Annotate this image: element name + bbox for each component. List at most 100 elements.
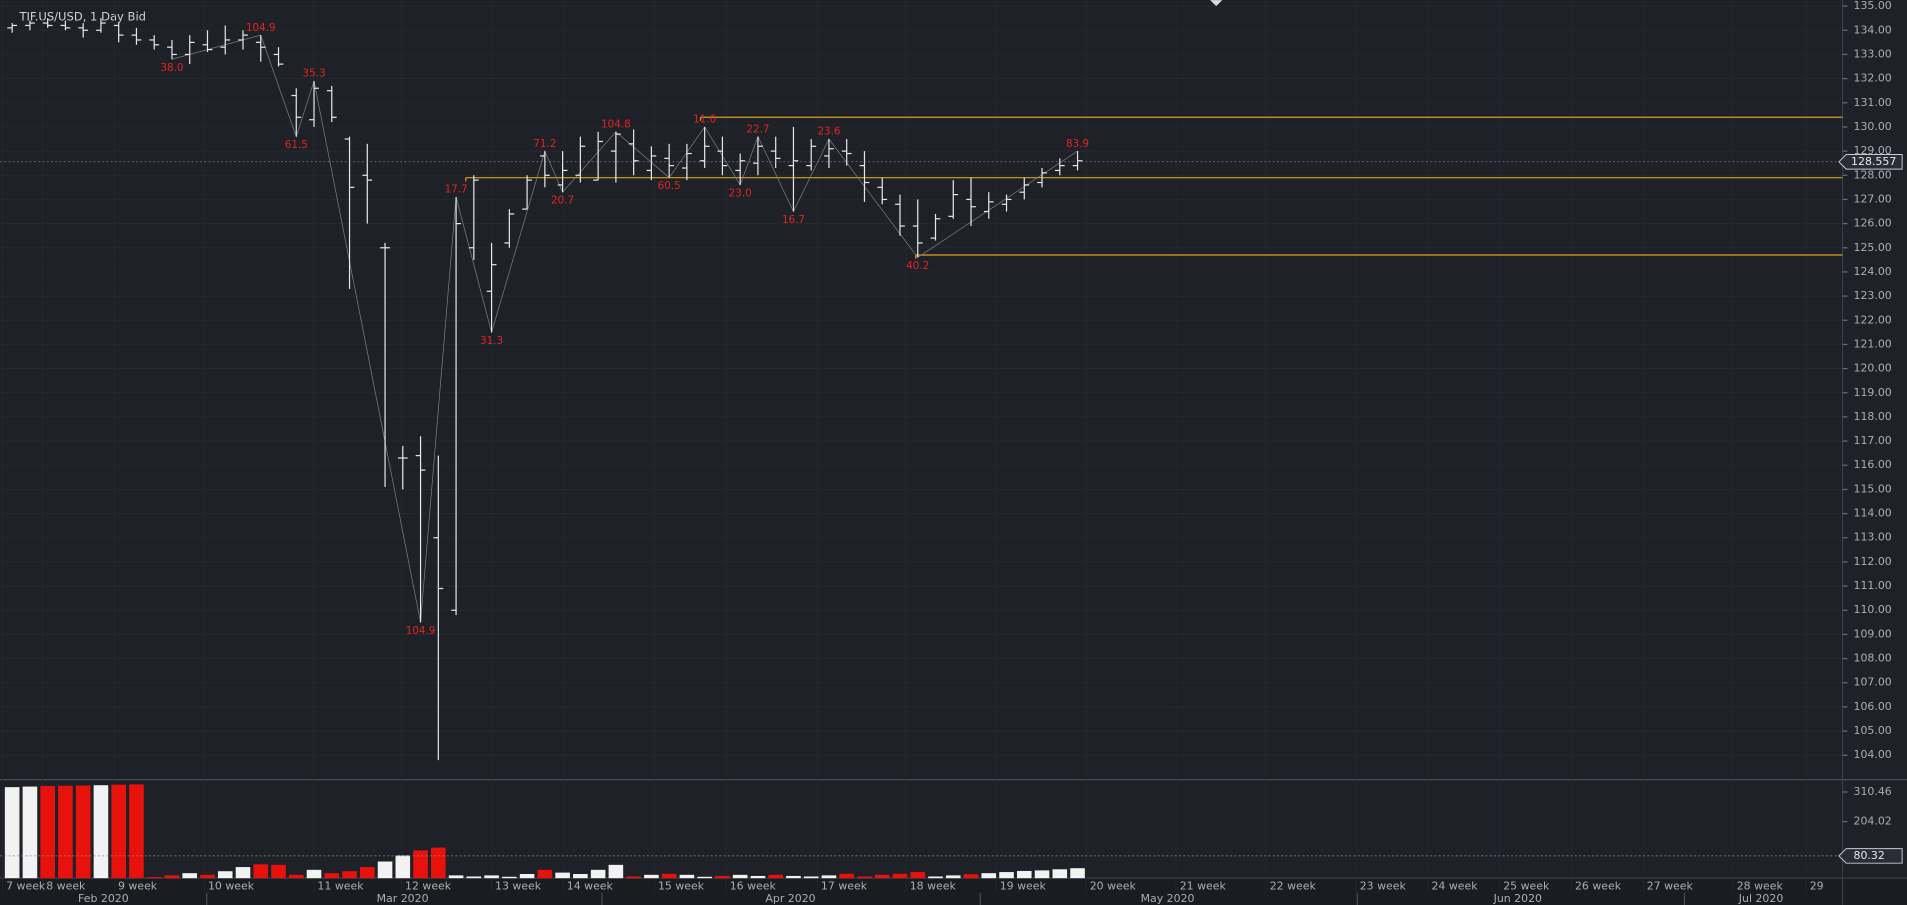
y-tick-label: 130.00 <box>1853 120 1891 133</box>
volume-bar <box>821 875 837 879</box>
volume-bar <box>359 867 375 879</box>
week-label: 16 week <box>730 880 777 893</box>
month-label: Jun 2020 <box>1493 892 1542 905</box>
y-tick-label: 127.00 <box>1853 192 1891 205</box>
volume-bar <box>1016 870 1032 879</box>
bar-label: 40.2 <box>906 260 929 272</box>
bar-label: 22.7 <box>746 123 769 135</box>
week-label: 18 week <box>910 880 957 893</box>
y-tick-label: 118.00 <box>1853 410 1891 423</box>
volume-bar <box>182 873 198 879</box>
y-tick-label: 114.00 <box>1853 507 1891 520</box>
volume-bar <box>253 864 269 879</box>
month-label: Mar 2020 <box>377 892 429 905</box>
volume-bar <box>146 877 162 879</box>
volume-bar <box>484 875 499 879</box>
y-tick-label: 131.00 <box>1853 96 1891 109</box>
volume-bar <box>129 784 144 879</box>
volume-bar <box>22 786 38 879</box>
volume-bar <box>519 874 535 879</box>
y-tick-label: 104.00 <box>1853 748 1891 761</box>
volume-bar <box>573 874 588 879</box>
y-tick-label: 111.00 <box>1853 579 1891 592</box>
volume-bar <box>40 786 55 879</box>
y-tick-label: 112.00 <box>1853 555 1891 568</box>
volume-bar <box>910 872 926 879</box>
chart-title: TIF.US/USD, 1 Day Bid <box>18 10 146 24</box>
bar-label: 11.0 <box>693 114 716 126</box>
week-label: 26 week <box>1575 880 1622 893</box>
volume-bar <box>502 876 517 879</box>
volume-bar <box>661 873 677 879</box>
x-axis-band <box>0 878 1907 905</box>
volume-bar <box>306 869 322 879</box>
bar-label: 23.6 <box>817 126 840 138</box>
volume-bar <box>111 784 126 879</box>
week-label: 11 week <box>317 880 364 893</box>
month-label: Jul 2020 <box>1738 892 1784 905</box>
y-tick-label: 123.00 <box>1853 289 1891 302</box>
volume-bar <box>288 874 304 879</box>
week-label: 10 week <box>208 880 255 893</box>
volume-bar <box>324 873 340 879</box>
volume-bar <box>590 869 606 879</box>
volume-bar <box>395 855 411 879</box>
bar-label: 38.0 <box>160 62 183 74</box>
volume-bar <box>928 876 943 879</box>
volume-bar <box>200 874 215 879</box>
y-tick-label: 110.00 <box>1853 603 1891 616</box>
week-label: 21 week <box>1180 880 1227 893</box>
week-label: 27 week <box>1647 880 1694 893</box>
y-tick-label: 106.00 <box>1853 700 1891 713</box>
y-tick-label: 134.00 <box>1853 23 1891 36</box>
week-label: 14 week <box>567 880 614 893</box>
volume-bar <box>857 876 872 879</box>
week-label: 29 <box>1810 880 1824 893</box>
week-label: 22 week <box>1270 880 1317 893</box>
week-label: 17 week <box>821 880 868 893</box>
y-tick-label: 109.00 <box>1853 627 1891 640</box>
volume-bar <box>945 875 961 879</box>
volume-bar <box>555 872 570 879</box>
volume-bar <box>750 875 766 879</box>
week-label: 9 week <box>118 880 158 893</box>
bar-label: 83.9 <box>1066 138 1089 150</box>
y-tick-label: 117.00 <box>1853 434 1891 447</box>
volume-bar <box>999 872 1014 879</box>
volume-bar <box>217 871 233 879</box>
week-label: 19 week <box>1000 880 1047 893</box>
bar-label: 16.7 <box>782 214 805 226</box>
volume-bar <box>1034 870 1050 879</box>
volume-bar <box>75 785 91 879</box>
volume-bar <box>981 873 997 879</box>
y-tick-label: 121.00 <box>1853 337 1891 350</box>
volume-bar <box>537 869 553 879</box>
week-label: 13 week <box>495 880 542 893</box>
volume-bar <box>1070 868 1085 879</box>
y-tick-label: 116.00 <box>1853 458 1891 471</box>
volume-bar <box>58 785 73 879</box>
volume-bar <box>679 874 695 879</box>
y-tick-label: 122.00 <box>1853 313 1891 326</box>
y-tick-label: 125.00 <box>1853 241 1891 254</box>
volume-tick-label: 204.02 <box>1853 815 1891 828</box>
bar-label: 31.3 <box>480 335 503 347</box>
plot: 38.0 104.9 61.5 35.3 104.9 17.7 31.3 71.2 20.7 10… <box>4 18 1843 879</box>
y-tick-label: 108.00 <box>1853 652 1891 665</box>
y-tick-label: 105.00 <box>1853 724 1891 737</box>
volume-bar <box>271 864 286 879</box>
bar-label: 104.9 <box>406 625 436 637</box>
y-tick-label: 133.00 <box>1853 47 1891 60</box>
volume-bar <box>342 871 357 879</box>
volume-bar <box>715 875 730 879</box>
bar-label: 104.9 <box>246 22 276 34</box>
y-tick-label: 124.00 <box>1853 265 1891 278</box>
y-tick-label: 132.00 <box>1853 72 1891 85</box>
volume-bar <box>4 787 20 879</box>
last-price-box <box>1838 154 1903 170</box>
bar-label: 17.7 <box>445 184 468 196</box>
week-label: 24 week <box>1431 880 1478 893</box>
volume-bar <box>892 873 908 879</box>
